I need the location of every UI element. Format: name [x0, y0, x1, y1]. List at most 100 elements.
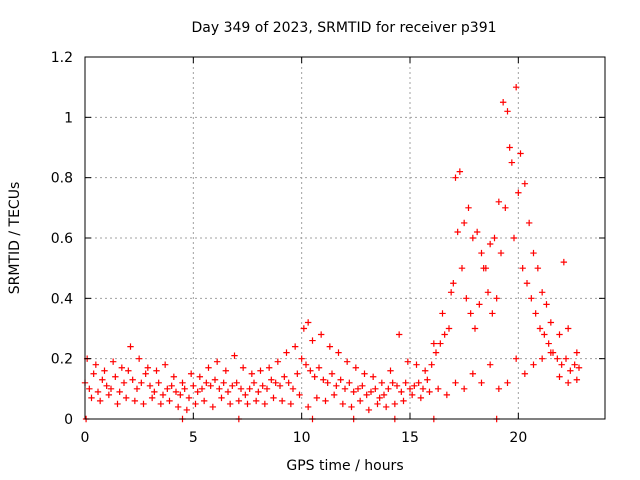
data-point	[135, 355, 143, 362]
data-point	[558, 361, 565, 368]
data-point	[252, 397, 260, 405]
data-point	[363, 391, 370, 399]
data-point	[196, 373, 204, 380]
data-point	[554, 355, 561, 362]
data-point	[168, 382, 175, 390]
data-point	[237, 385, 245, 393]
data-point	[205, 364, 212, 371]
data-point	[315, 364, 323, 371]
x-tick-label: 20	[509, 430, 527, 446]
data-point	[564, 325, 572, 332]
data-point	[320, 376, 327, 383]
y-tick-label: 0.6	[51, 231, 73, 247]
data-point	[543, 301, 550, 308]
data-point	[354, 385, 362, 393]
data-point	[517, 150, 524, 157]
data-point	[495, 385, 503, 393]
data-point	[231, 352, 238, 359]
data-point	[478, 249, 485, 257]
data-point	[144, 364, 152, 371]
data-point	[484, 289, 492, 296]
data-point	[155, 379, 162, 386]
data-point	[244, 400, 251, 408]
data-point	[523, 280, 531, 287]
data-point	[259, 382, 266, 390]
data-point	[415, 379, 422, 386]
data-point	[341, 385, 349, 393]
data-point	[573, 349, 581, 356]
data-point	[562, 355, 570, 362]
data-point	[92, 361, 100, 368]
data-point	[421, 367, 429, 374]
data-point	[567, 367, 574, 374]
x-axis-label: GPS time / hours	[286, 458, 403, 474]
data-point	[179, 379, 186, 386]
data-point	[265, 364, 273, 371]
data-point	[532, 310, 539, 317]
data-point	[454, 228, 461, 236]
data-point	[138, 379, 145, 386]
data-point	[380, 391, 388, 399]
data-point	[411, 382, 418, 390]
data-point	[159, 391, 167, 399]
data-point	[335, 349, 342, 356]
data-point	[151, 388, 158, 396]
data-point	[226, 400, 234, 408]
data-point	[434, 385, 442, 393]
data-point	[274, 358, 282, 365]
data-point	[190, 382, 197, 390]
data-point	[96, 397, 104, 405]
data-point	[519, 264, 526, 272]
data-point	[419, 385, 427, 393]
data-point	[222, 367, 230, 374]
data-point	[441, 331, 448, 338]
data-point	[378, 379, 386, 386]
data-point	[192, 400, 199, 408]
data-point	[170, 373, 178, 380]
data-point	[346, 379, 353, 386]
data-points	[81, 83, 583, 423]
data-point	[330, 391, 338, 399]
data-point	[491, 234, 498, 242]
data-point	[343, 358, 351, 365]
data-point	[356, 397, 364, 405]
data-point	[372, 385, 379, 393]
data-point	[307, 367, 314, 374]
data-point	[489, 310, 496, 317]
data-point	[426, 388, 433, 396]
grid-lines	[85, 57, 605, 419]
data-point	[261, 400, 269, 408]
data-point	[510, 234, 518, 242]
data-point	[213, 358, 221, 365]
data-point	[322, 397, 329, 405]
data-point	[545, 340, 552, 347]
data-point	[534, 264, 542, 272]
y-tick-label: 1	[64, 110, 73, 126]
data-point	[129, 376, 136, 383]
data-point	[209, 403, 217, 411]
data-point	[101, 367, 108, 374]
data-point	[476, 301, 483, 308]
data-point	[250, 379, 258, 386]
data-point	[255, 388, 262, 396]
data-point	[361, 370, 368, 377]
data-point	[233, 379, 240, 386]
data-point	[417, 394, 425, 402]
data-point	[493, 295, 500, 302]
data-point	[430, 340, 438, 347]
data-point	[294, 370, 301, 377]
data-point	[504, 108, 511, 115]
data-point	[281, 373, 288, 380]
data-point	[495, 198, 503, 205]
data-point	[99, 376, 106, 383]
data-point	[393, 382, 401, 390]
data-point	[287, 400, 295, 408]
data-point	[172, 388, 180, 396]
data-point	[450, 280, 457, 287]
data-point	[424, 376, 431, 383]
data-point	[86, 385, 93, 393]
data-point	[337, 376, 344, 383]
data-point	[127, 343, 134, 350]
data-point	[482, 264, 490, 272]
chart-title: Day 349 of 2023, SRMTID for receiver p39…	[191, 20, 496, 36]
